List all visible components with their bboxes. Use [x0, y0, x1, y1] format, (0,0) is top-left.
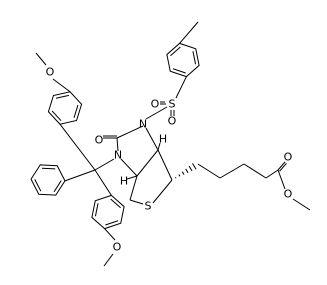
- atom-label: O: [284, 151, 293, 164]
- atom-label: S: [145, 200, 152, 213]
- bond: [157, 142, 161, 151]
- bond: [179, 21, 199, 44]
- ring-double-bond: [73, 104, 79, 118]
- atom-label: O: [284, 188, 293, 201]
- bond: [126, 175, 138, 180]
- bond: [52, 78, 71, 93]
- bond: [277, 161, 286, 171]
- bond: [157, 149, 173, 181]
- bond: [104, 228, 116, 241]
- ring-double-bond: [55, 94, 70, 99]
- bond: [120, 158, 138, 177]
- bond: [103, 253, 114, 267]
- bond: [116, 125, 144, 139]
- atom-label: H: [159, 133, 167, 146]
- bond: [116, 137, 119, 152]
- bond: [35, 52, 47, 66]
- bond: [265, 169, 279, 179]
- atom-label: O: [95, 134, 104, 147]
- bond: [152, 179, 173, 204]
- ring-double-bond: [170, 46, 181, 57]
- aromatic-ring: [30, 164, 66, 196]
- bond: [243, 163, 267, 179]
- ring-double-bond: [110, 198, 121, 209]
- atom-label: S: [169, 98, 176, 111]
- atom-label: O: [168, 115, 177, 128]
- bond: [292, 198, 311, 211]
- bond: [129, 175, 138, 201]
- ring-double-bond: [105, 220, 119, 226]
- bond: [129, 199, 144, 205]
- ring-double-bond: [41, 167, 56, 170]
- double-bond: [279, 162, 287, 172]
- hashed-bond: [192, 163, 197, 170]
- atom-label: O: [113, 241, 122, 254]
- atom-label: O: [46, 66, 55, 79]
- bond: [145, 127, 159, 151]
- bond: [197, 163, 221, 179]
- ring-double-bond: [53, 180, 62, 193]
- bond: [94, 169, 112, 196]
- bond: [136, 149, 159, 177]
- hashed-bond: [181, 171, 185, 175]
- bonds: [30, 21, 311, 267]
- bond: [175, 76, 187, 99]
- bond: [277, 169, 286, 190]
- bond: [145, 106, 168, 120]
- atom-label: O: [151, 98, 160, 111]
- atom-label: N: [114, 149, 122, 162]
- bond: [219, 163, 245, 179]
- ring-double-bond: [34, 179, 42, 192]
- hashed-bond: [174, 176, 177, 179]
- hashed-bond: [188, 165, 193, 172]
- bond: [94, 158, 115, 171]
- atom-label: H: [120, 175, 128, 188]
- bond: [59, 123, 96, 171]
- ring-double-bond: [172, 68, 186, 74]
- ring-double-bond: [94, 203, 99, 217]
- hashed-bond: [178, 174, 181, 177]
- atom-label: N: [139, 118, 147, 131]
- bond: [64, 169, 96, 182]
- ring-double-bond: [192, 51, 197, 65]
- ring-double-bond: [51, 110, 62, 122]
- hashed-bond: [185, 168, 189, 174]
